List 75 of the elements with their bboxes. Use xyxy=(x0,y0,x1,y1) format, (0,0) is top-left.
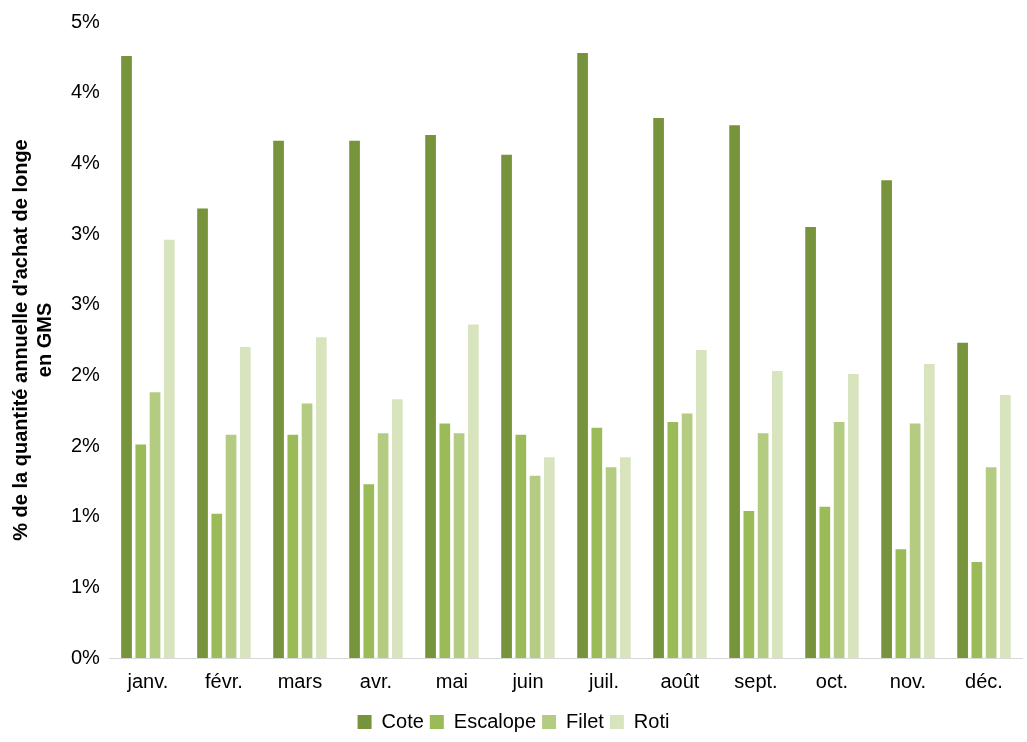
bar xyxy=(529,475,541,658)
bar xyxy=(467,324,479,658)
bar xyxy=(819,506,831,658)
bar xyxy=(772,371,783,658)
bar xyxy=(163,239,175,658)
bar xyxy=(848,373,859,658)
y-axis-title: % de la quantité annuelle d'achat de longe en GMS xyxy=(8,139,55,541)
y-tick-label: 0% xyxy=(71,645,101,668)
bar xyxy=(135,444,147,658)
y-tick-label: 4% xyxy=(71,80,101,103)
x-tick-label: sept. xyxy=(734,669,778,692)
bar xyxy=(605,467,617,658)
bar xyxy=(363,484,375,658)
bar xyxy=(743,511,755,658)
bar xyxy=(909,423,921,658)
bar xyxy=(924,364,935,658)
bar xyxy=(315,337,327,658)
y-tick-label: 2% xyxy=(71,433,101,456)
bar xyxy=(881,180,892,658)
bar xyxy=(273,140,284,658)
bar xyxy=(391,399,403,658)
legend-label: Cote xyxy=(381,709,424,732)
bar xyxy=(895,549,907,658)
legend-label: Escalope xyxy=(453,709,537,732)
bar xyxy=(971,561,983,658)
x-tick-label: déc. xyxy=(965,669,1003,692)
bar xyxy=(239,347,251,658)
x-tick-label: mars xyxy=(277,669,323,692)
bar xyxy=(619,457,631,658)
bar xyxy=(543,457,555,658)
bar xyxy=(757,433,769,658)
bar xyxy=(349,140,360,658)
bar xyxy=(957,342,968,658)
bar xyxy=(515,434,527,658)
y-tick-label: 3% xyxy=(71,292,101,315)
bar xyxy=(667,421,679,658)
bar xyxy=(287,434,299,658)
x-tick-label: oct. xyxy=(815,669,849,692)
x-tick-label: mai xyxy=(435,669,469,692)
y-tick-label: 5% xyxy=(71,9,101,32)
bar xyxy=(301,403,313,658)
x-tick-label: juil. xyxy=(587,669,619,692)
bar xyxy=(1000,395,1011,658)
legend-label: Filet xyxy=(566,709,605,732)
bar xyxy=(197,208,208,658)
bar xyxy=(377,433,389,658)
bar xyxy=(591,427,603,658)
bar xyxy=(577,53,588,658)
bar xyxy=(985,467,997,658)
bar xyxy=(211,513,223,658)
legend-label: Roti xyxy=(633,709,670,732)
y-tick-label: 4% xyxy=(71,150,101,173)
x-tick-label: févr. xyxy=(205,669,243,692)
bar xyxy=(653,118,664,658)
bar xyxy=(696,349,707,658)
bar xyxy=(805,226,816,658)
bar xyxy=(425,135,436,658)
bar xyxy=(833,421,845,658)
y-tick-label: 2% xyxy=(71,362,101,385)
x-tick-label: juin xyxy=(511,669,544,692)
bar xyxy=(149,392,161,658)
y-tick-label: 3% xyxy=(71,221,101,244)
x-tick-label: janv. xyxy=(126,669,169,692)
y-tick-label: 1% xyxy=(71,504,101,527)
bar xyxy=(453,433,465,658)
x-tick-label: avr. xyxy=(359,669,393,692)
bar xyxy=(121,55,132,658)
bar xyxy=(681,413,693,658)
bar xyxy=(439,423,451,658)
bar xyxy=(225,434,237,658)
x-tick-label: août xyxy=(660,669,700,692)
x-tick-label: nov. xyxy=(889,669,927,692)
y-tick-label: 1% xyxy=(71,574,101,597)
bar xyxy=(501,154,512,658)
bar xyxy=(729,125,740,658)
